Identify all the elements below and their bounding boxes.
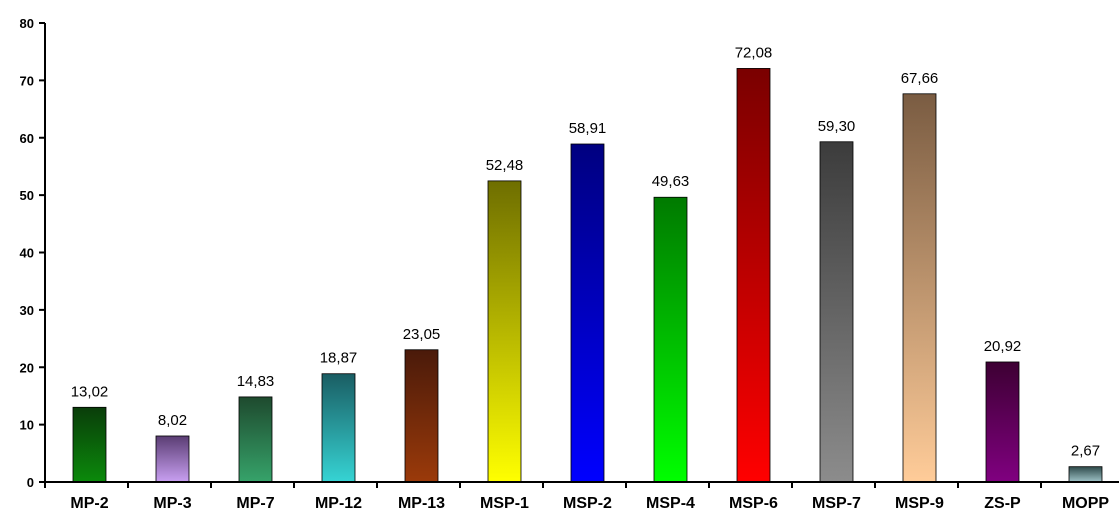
category-label: MP-7 <box>236 495 274 512</box>
bar-mopp <box>1068 466 1103 483</box>
category-label: MSP-2 <box>563 495 612 512</box>
data-label: 14,83 <box>237 373 275 390</box>
bar-zs-p <box>985 361 1020 483</box>
category-label: MSP-1 <box>480 495 529 512</box>
bar-mp-12 <box>321 373 356 483</box>
data-label: 20,92 <box>984 338 1022 355</box>
category-label: MP-13 <box>398 495 445 512</box>
bar-msp-4 <box>653 196 688 483</box>
bar-mp-3 <box>155 435 190 483</box>
data-label: 23,05 <box>403 326 441 343</box>
data-label: 59,30 <box>818 118 856 135</box>
y-tick-label: 40 <box>20 246 34 261</box>
y-tick-label: 20 <box>20 360 34 375</box>
data-label: 2,67 <box>1071 443 1100 460</box>
bar-mp-2 <box>72 406 107 483</box>
category-labels: MP-2 MP-3 MP-7 MP-12 MP-13 MSP-1 MSP-2 MSP-4 MSP… <box>70 495 1109 512</box>
y-tick-label: 0 <box>27 475 34 490</box>
data-label: 67,66 <box>901 70 939 87</box>
category-label: MSP-4 <box>646 495 695 512</box>
category-label: MP-2 <box>70 495 108 512</box>
category-label: MSP-6 <box>729 495 778 512</box>
category-label: MSP-9 <box>895 495 944 512</box>
y-tick-label: 70 <box>20 73 34 88</box>
bars <box>72 68 1103 483</box>
data-label: 8,02 <box>158 412 187 429</box>
data-label: 18,87 <box>320 350 358 367</box>
bar-mp-7 <box>238 396 273 483</box>
y-axis-ticks: 0 10 20 30 40 50 60 70 80 <box>20 16 45 490</box>
bar-msp-2 <box>570 143 605 483</box>
bar-msp-7 <box>819 141 854 483</box>
data-label: 58,91 <box>569 120 607 137</box>
category-label: MP-3 <box>153 495 191 512</box>
data-label: 72,08 <box>735 44 773 61</box>
category-label: MP-12 <box>315 495 362 512</box>
y-tick-label: 80 <box>20 16 34 31</box>
bar-msp-6 <box>736 68 771 483</box>
data-label: 52,48 <box>486 157 524 174</box>
y-tick-label: 60 <box>20 131 34 146</box>
y-tick-label: 10 <box>20 418 34 433</box>
category-label: MSP-7 <box>812 495 861 512</box>
bar-msp-9 <box>902 93 937 483</box>
y-tick-label: 50 <box>20 188 34 203</box>
data-labels: 13,02 8,02 14,83 18,87 23,05 52,48 58,91 49,63 7… <box>71 44 1100 459</box>
bar-msp-1 <box>487 180 522 483</box>
bar-mp-13 <box>404 349 439 483</box>
y-tick-label: 30 <box>20 303 34 318</box>
category-label: ZS-P <box>984 495 1021 512</box>
data-label: 49,63 <box>652 173 690 190</box>
data-label: 13,02 <box>71 383 109 400</box>
category-label: MOPP <box>1062 495 1109 512</box>
